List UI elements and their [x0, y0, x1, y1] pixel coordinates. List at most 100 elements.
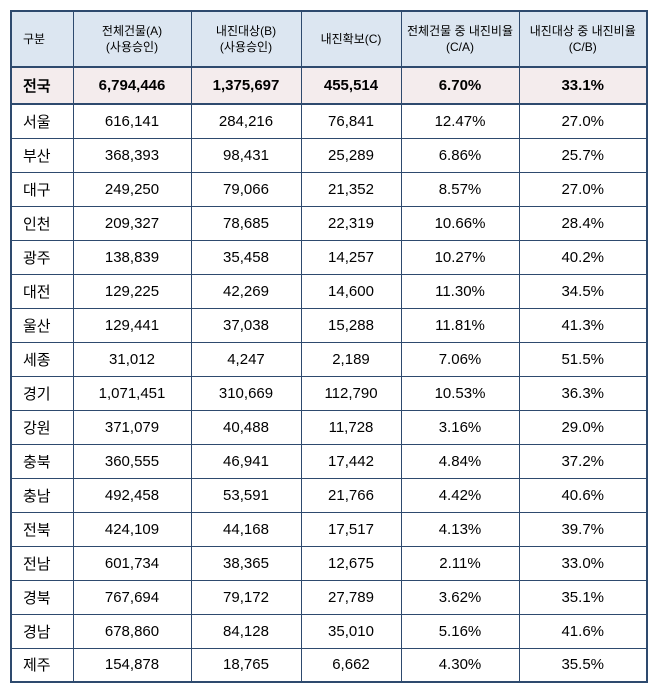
value-cell-secured: 17,442 [300, 443, 402, 479]
value-cell-total: 6,794,446 [72, 66, 192, 105]
value-cell-secured: 76,841 [300, 103, 402, 139]
header-cell-region: 구분 [10, 10, 74, 68]
region-cell: 경북 [10, 579, 74, 615]
value-cell-target: 35,458 [190, 239, 302, 275]
value-cell-target: 79,172 [190, 579, 302, 615]
header-sublabel: (C/A) [446, 40, 474, 54]
value-cell-secured: 11,728 [300, 409, 402, 445]
value-cell-target: 37,038 [190, 307, 302, 343]
value-cell-secured: 17,517 [300, 511, 402, 547]
value-cell-target: 4,247 [190, 341, 302, 377]
header-label: 전체건물 중 내진비율 [406, 23, 514, 38]
value-cell-ratio_target: 29.0% [518, 409, 648, 445]
value-cell-secured: 15,288 [300, 307, 402, 343]
value-cell-ratio_total: 4.42% [400, 477, 520, 513]
value-cell-total: 154,878 [72, 647, 192, 683]
value-cell-ratio_target: 40.6% [518, 477, 648, 513]
header-cell-total: 전체건물(A) (사용승인) [72, 10, 192, 68]
value-cell-ratio_total: 4.84% [400, 443, 520, 479]
value-cell-ratio_total: 12.47% [400, 103, 520, 139]
table-row: 경북 767,694 79,172 27,789 3.62% 35.1% [10, 579, 648, 615]
value-cell-ratio_total: 10.53% [400, 375, 520, 411]
value-cell-secured: 27,789 [300, 579, 402, 615]
value-cell-target: 44,168 [190, 511, 302, 547]
region-cell: 강원 [10, 409, 74, 445]
value-cell-ratio_total: 11.81% [400, 307, 520, 343]
value-cell-ratio_total: 10.66% [400, 205, 520, 241]
header-sublabel: (사용승인) [219, 40, 273, 54]
value-cell-total: 616,141 [72, 103, 192, 139]
header-cell-secured: 내진확보(C) [300, 10, 402, 68]
header-label: 구분 [23, 31, 46, 46]
value-cell-ratio_target: 27.0% [518, 103, 648, 139]
table-row: 충북 360,555 46,941 17,442 4.84% 37.2% [10, 443, 648, 479]
value-cell-ratio_total: 10.27% [400, 239, 520, 275]
value-cell-target: 18,765 [190, 647, 302, 683]
value-cell-ratio_target: 41.3% [518, 307, 648, 343]
value-cell-secured: 112,790 [300, 375, 402, 411]
table-row: 인천 209,327 78,685 22,319 10.66% 28.4% [10, 205, 648, 241]
header-cell-target: 내진대상(B) (사용승인) [190, 10, 302, 68]
value-cell-ratio_total: 2.11% [400, 545, 520, 581]
region-cell: 광주 [10, 239, 74, 275]
region-cell: 전남 [10, 545, 74, 581]
value-cell-ratio_total: 3.16% [400, 409, 520, 445]
value-cell-ratio_target: 27.0% [518, 171, 648, 207]
header-label: 내진대상 중 내진비율 [529, 23, 636, 38]
header-sublabel: (C/B) [568, 40, 597, 54]
value-cell-ratio_total: 6.70% [400, 66, 520, 105]
table-row: 제주 154,878 18,765 6,662 4.30% 35.5% [10, 647, 648, 683]
table-row: 울산 129,441 37,038 15,288 11.81% 41.3% [10, 307, 648, 343]
region-cell: 경남 [10, 613, 74, 649]
value-cell-ratio_target: 37.2% [518, 443, 648, 479]
region-cell: 대구 [10, 171, 74, 207]
region-cell: 전북 [10, 511, 74, 547]
region-cell: 전국 [10, 66, 74, 105]
table-row: 충남 492,458 53,591 21,766 4.42% 40.6% [10, 477, 648, 513]
value-cell-secured: 21,766 [300, 477, 402, 513]
table-row: 서울 616,141 284,216 76,841 12.47% 27.0% [10, 103, 648, 139]
table-row: 부산 368,393 98,431 25,289 6.86% 25.7% [10, 137, 648, 173]
region-cell: 대전 [10, 273, 74, 309]
value-cell-ratio_total: 11.30% [400, 273, 520, 309]
value-cell-ratio_target: 33.1% [518, 66, 648, 105]
table-row: 전남 601,734 38,365 12,675 2.11% 33.0% [10, 545, 648, 581]
value-cell-total: 360,555 [72, 443, 192, 479]
region-cell: 경기 [10, 375, 74, 411]
value-cell-secured: 14,600 [300, 273, 402, 309]
value-cell-target: 310,669 [190, 375, 302, 411]
value-cell-total: 209,327 [72, 205, 192, 241]
seismic-status-table: 구분 전체건물(A) (사용승인) 내진대상(B) (사용승인) 내진확보(C) 전체건물 … [10, 10, 648, 683]
value-cell-ratio_total: 5.16% [400, 613, 520, 649]
table-header: 구분 전체건물(A) (사용승인) 내진대상(B) (사용승인) 내진확보(C) 전체건물 … [10, 10, 648, 68]
value-cell-ratio_target: 28.4% [518, 205, 648, 241]
region-cell: 서울 [10, 103, 74, 139]
value-cell-target: 98,431 [190, 137, 302, 173]
region-cell: 충남 [10, 477, 74, 513]
table-row: 경남 678,860 84,128 35,010 5.16% 41.6% [10, 613, 648, 649]
value-cell-target: 79,066 [190, 171, 302, 207]
value-cell-secured: 22,319 [300, 205, 402, 241]
table-row: 세종 31,012 4,247 2,189 7.06% 51.5% [10, 341, 648, 377]
value-cell-total: 678,860 [72, 613, 192, 649]
value-cell-total: 424,109 [72, 511, 192, 547]
table-row: 광주 138,839 35,458 14,257 10.27% 40.2% [10, 239, 648, 275]
table-row: 경기 1,071,451 310,669 112,790 10.53% 36.3% [10, 375, 648, 411]
value-cell-total: 129,441 [72, 307, 192, 343]
region-cell: 제주 [10, 647, 74, 683]
value-cell-target: 46,941 [190, 443, 302, 479]
table-row: 전북 424,109 44,168 17,517 4.13% 39.7% [10, 511, 648, 547]
value-cell-secured: 14,257 [300, 239, 402, 275]
value-cell-total: 138,839 [72, 239, 192, 275]
value-cell-ratio_total: 6.86% [400, 137, 520, 173]
value-cell-ratio_target: 51.5% [518, 341, 648, 377]
region-cell: 부산 [10, 137, 74, 173]
value-cell-secured: 35,010 [300, 613, 402, 649]
region-cell: 인천 [10, 205, 74, 241]
value-cell-ratio_target: 35.5% [518, 647, 648, 683]
value-cell-secured: 2,189 [300, 341, 402, 377]
value-cell-target: 40,488 [190, 409, 302, 445]
value-cell-total: 601,734 [72, 545, 192, 581]
value-cell-total: 1,071,451 [72, 375, 192, 411]
